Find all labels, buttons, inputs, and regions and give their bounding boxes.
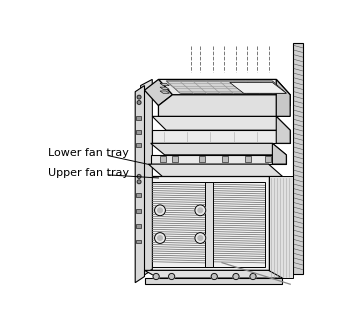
Polygon shape [172, 156, 178, 162]
Polygon shape [272, 143, 286, 164]
Polygon shape [160, 91, 169, 93]
Polygon shape [145, 270, 282, 278]
Polygon shape [276, 116, 290, 143]
Circle shape [137, 180, 141, 184]
Polygon shape [152, 116, 290, 130]
Polygon shape [145, 86, 152, 275]
Polygon shape [205, 182, 213, 267]
Polygon shape [136, 239, 141, 243]
Circle shape [155, 233, 166, 243]
Polygon shape [148, 176, 268, 270]
Polygon shape [166, 81, 286, 93]
Circle shape [233, 274, 239, 279]
Polygon shape [136, 194, 141, 197]
Polygon shape [135, 86, 145, 283]
Circle shape [250, 274, 256, 279]
Polygon shape [152, 130, 290, 143]
Polygon shape [136, 224, 141, 228]
Polygon shape [151, 155, 286, 164]
Polygon shape [160, 83, 169, 86]
Circle shape [211, 274, 217, 279]
Circle shape [195, 205, 206, 216]
Polygon shape [159, 79, 290, 95]
Polygon shape [136, 143, 141, 147]
Circle shape [137, 174, 141, 178]
Polygon shape [265, 156, 271, 162]
Circle shape [158, 208, 162, 213]
Circle shape [137, 101, 141, 104]
Polygon shape [136, 130, 141, 134]
Circle shape [195, 233, 206, 243]
Polygon shape [230, 82, 286, 93]
Polygon shape [245, 156, 251, 162]
Circle shape [168, 274, 175, 279]
Circle shape [158, 236, 162, 240]
Polygon shape [160, 87, 169, 90]
Polygon shape [199, 156, 205, 162]
Polygon shape [160, 156, 166, 162]
Polygon shape [222, 156, 228, 162]
Circle shape [155, 205, 166, 216]
Polygon shape [148, 164, 282, 176]
Polygon shape [151, 143, 286, 155]
Circle shape [198, 236, 203, 240]
Polygon shape [141, 79, 152, 277]
Text: Lower fan tray: Lower fan tray [48, 148, 128, 158]
Circle shape [153, 274, 159, 279]
Polygon shape [145, 79, 173, 106]
Polygon shape [136, 209, 141, 213]
Polygon shape [159, 95, 290, 116]
Polygon shape [293, 43, 303, 274]
Polygon shape [268, 176, 282, 270]
Polygon shape [136, 116, 141, 120]
Polygon shape [152, 182, 206, 267]
Polygon shape [268, 176, 293, 278]
Circle shape [137, 95, 141, 99]
Polygon shape [145, 278, 282, 284]
Circle shape [198, 208, 203, 213]
Polygon shape [210, 182, 265, 267]
Text: Upper fan tray: Upper fan tray [48, 168, 129, 177]
Polygon shape [276, 79, 290, 116]
